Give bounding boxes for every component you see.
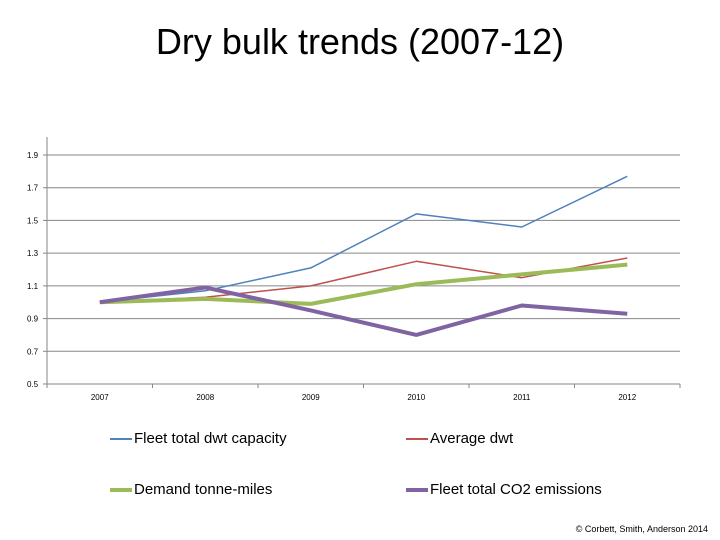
series-line-fleet-capacity — [99, 175, 628, 303]
legend-label-fleet-capacity: Fleet total dwt capacity — [134, 430, 287, 447]
y-tick-label: 0.5 — [27, 380, 39, 389]
x-tick-label: 2011 — [513, 393, 531, 402]
legend-swatch-emissions — [406, 487, 428, 492]
legend-item-fleet-capacity: Fleet total dwt capacity — [110, 430, 287, 447]
legend-item-demand: Demand tonne-miles — [110, 481, 272, 498]
legend-label-demand: Demand tonne-miles — [134, 481, 273, 498]
copyright-notice: © Corbett, Smith, Anderson 2014 — [575, 524, 708, 534]
legend-swatch-fleet-capacity — [110, 437, 132, 440]
series-lines — [99, 175, 628, 337]
legend-label-average-dwt: Average dwt — [430, 430, 514, 447]
series-line-demand — [99, 262, 628, 306]
x-tick-label: 2007 — [91, 393, 109, 402]
axes — [43, 137, 681, 388]
slide-title: Dry bulk trends (2007-12) — [155, 21, 565, 62]
gridlines — [47, 154, 680, 352]
legend-item-emissions: Fleet total CO2 emissions — [406, 481, 602, 498]
y-tick-label: 1.5 — [27, 216, 39, 225]
legend-item-average-dwt: Average dwt — [406, 430, 513, 447]
y-tick-label: 0.9 — [27, 315, 39, 324]
y-tick-label: 1.1 — [27, 282, 39, 291]
legend-swatch-average-dwt — [406, 437, 428, 440]
x-tick-label: 2008 — [196, 393, 214, 402]
x-tick-label: 2012 — [618, 393, 636, 402]
y-tick-label: 1.3 — [27, 249, 39, 258]
y-tick-label: 1.7 — [27, 184, 39, 193]
y-tick-label: 1.9 — [27, 151, 39, 160]
legend-swatch-demand — [110, 487, 132, 492]
tick-labels: 0.5 0.7 0.9 1.1 1.3 1.5 1.7 1.9 2007 2008 2009 2010… — [27, 151, 637, 402]
chart-legend: Fleet total dwt capacity Average dwt Dem… — [110, 425, 630, 505]
legend-label-emissions: Fleet total CO2 emissions — [430, 481, 602, 498]
y-tick-label: 0.7 — [27, 347, 39, 356]
x-tick-label: 2010 — [407, 393, 425, 402]
series-line-emissions — [99, 285, 628, 337]
x-tick-label: 2009 — [302, 393, 320, 402]
